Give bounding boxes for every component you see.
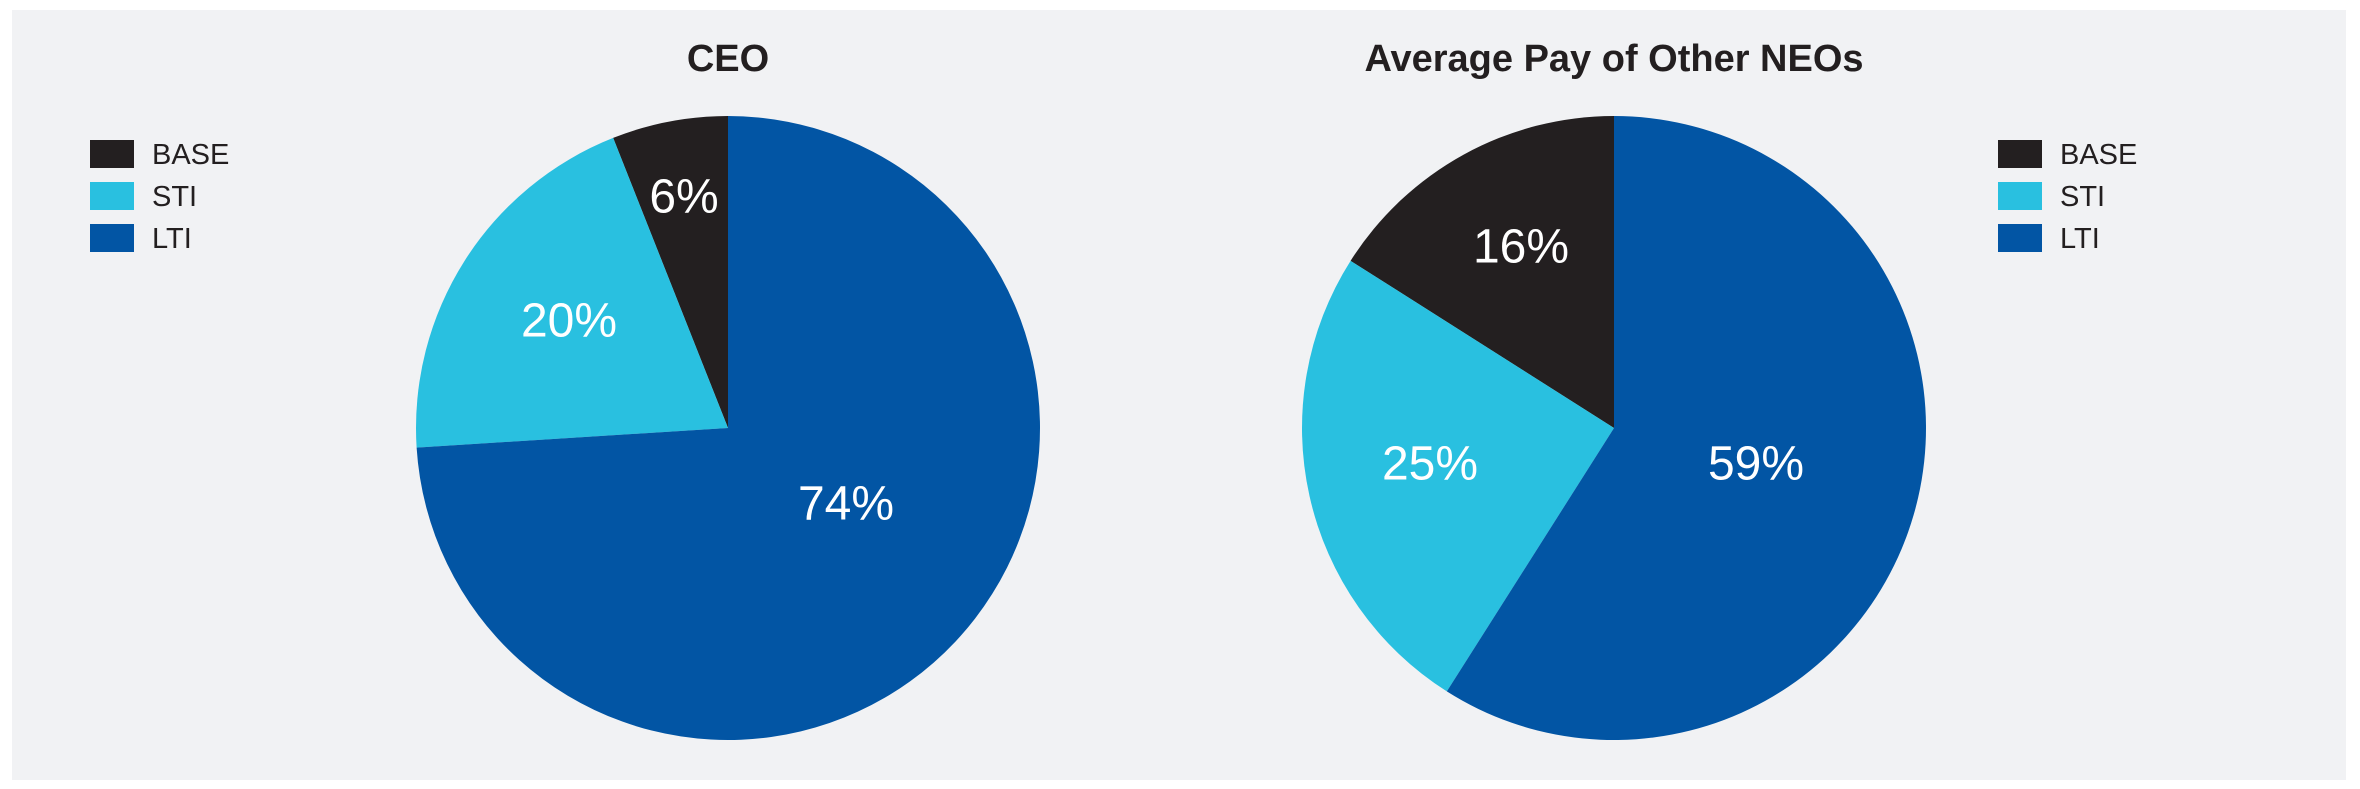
legend-swatch-lti [90, 224, 134, 252]
legend-label-lti: LTI [2060, 223, 2100, 255]
slice-label-sti: 20% [521, 295, 617, 348]
legend-label-sti: STI [152, 181, 197, 213]
pie-chart-1: CEO 6% 20% 74% BASE STI LTI [90, 38, 1040, 740]
chart-title: CEO [687, 38, 769, 80]
slice-label-sti: 25% [1382, 438, 1478, 491]
legend-swatch-sti [1998, 182, 2042, 210]
pie-slice-lti [416, 115, 1040, 740]
legend-swatch-lti [1998, 224, 2042, 252]
pie-chart-2: Average Pay of Other NEOs 16% 25% 59% BASE ST… [1301, 38, 2137, 740]
legend-label-base: BASE [152, 139, 229, 171]
slice-label-base: 6% [649, 171, 718, 224]
slice-label-base: 16% [1473, 221, 1569, 274]
slice-label-lti: 59% [1708, 438, 1804, 491]
legend-swatch-base [90, 140, 134, 168]
chart-title: Average Pay of Other NEOs [1364, 38, 1863, 80]
pie-slice-sti [416, 137, 728, 448]
legend: BASE STI LTI [90, 139, 229, 255]
legend-swatch-base [1998, 140, 2042, 168]
pie-slice-sti [1301, 260, 1614, 692]
legend: BASE STI LTI [1998, 139, 2137, 255]
pie-slice-base [613, 116, 728, 428]
legend-label-lti: LTI [152, 223, 192, 255]
pie-slice-lti [1446, 116, 1926, 740]
pie-slice-base [1350, 116, 1614, 428]
legend-label-sti: STI [2060, 181, 2105, 213]
legend-swatch-sti [90, 182, 134, 210]
legend-label-base: BASE [2060, 139, 2137, 171]
slice-label-lti: 74% [798, 478, 894, 531]
chart-panel [12, 10, 2346, 780]
